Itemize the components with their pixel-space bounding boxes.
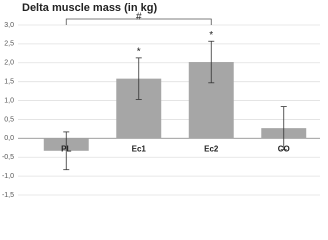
y-tick-label: 0,0 bbox=[4, 135, 14, 142]
y-tick-label: 0,5 bbox=[4, 116, 14, 123]
y-tick-label: -0,5 bbox=[2, 154, 14, 161]
error-bar bbox=[135, 57, 142, 100]
y-tick-label: -1,5 bbox=[2, 192, 14, 199]
chart: Delta muscle mass (in kg) -1,5 -1,0 -0,5 0,… bbox=[2, 2, 320, 199]
annotation: * bbox=[209, 30, 213, 41]
y-tick-label: 1,0 bbox=[4, 97, 14, 104]
significance-bracket bbox=[65, 18, 212, 25]
annotation: * bbox=[137, 47, 141, 58]
y-tick-label: 2,0 bbox=[4, 60, 14, 67]
error-bar bbox=[280, 106, 287, 151]
error-bar bbox=[63, 131, 70, 171]
y-tick-label: -1,0 bbox=[2, 173, 14, 180]
y-tick-label: 3,0 bbox=[4, 22, 14, 29]
x-tick-label: Ec1 bbox=[132, 144, 147, 153]
x-tick-label: Ec2 bbox=[204, 144, 219, 153]
error-bar bbox=[208, 40, 215, 84]
annotation: # bbox=[136, 12, 142, 23]
y-tick-label: 2,5 bbox=[4, 41, 14, 48]
y-tick-label: 1,5 bbox=[4, 79, 14, 86]
chart-title: Delta muscle mass (in kg) bbox=[22, 2, 157, 14]
